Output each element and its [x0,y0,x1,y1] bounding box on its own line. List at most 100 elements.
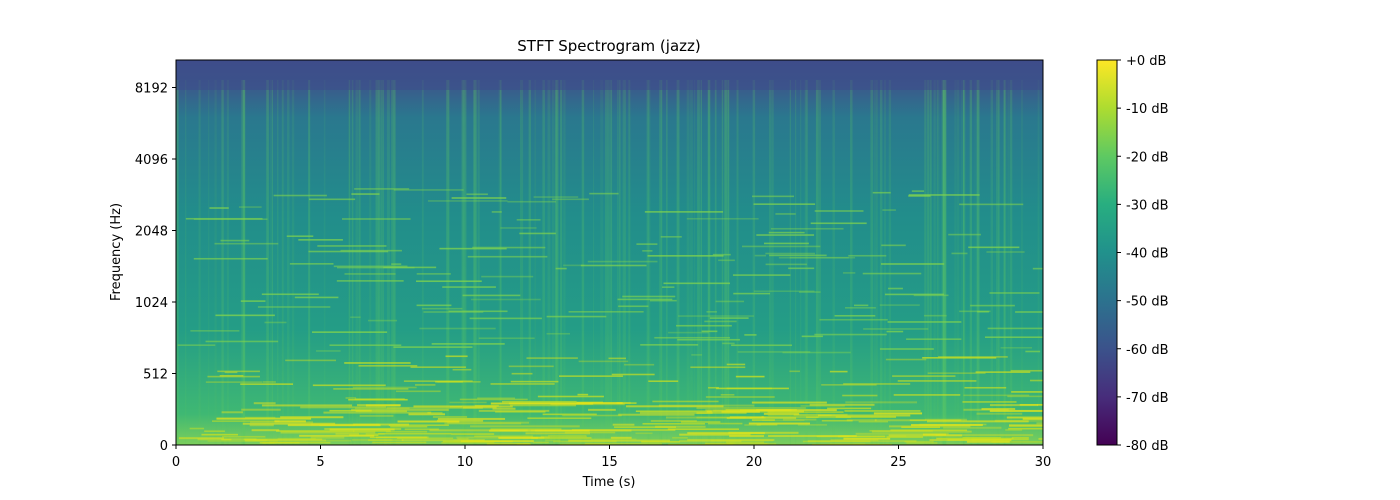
harmonic-band [190,330,240,332]
harmonic-band [798,291,821,293]
harmonic-band [667,428,739,431]
harmonic-band [707,422,743,425]
harmonic-band [668,443,733,445]
harmonic-band [691,354,703,356]
bass-energy [989,404,1039,407]
harmonic-band [888,287,903,290]
harmonic-band [245,416,276,419]
harmonic-band [555,267,567,270]
harmonic-band [452,368,472,371]
bass-energy [665,416,746,419]
onset-streak [724,80,728,445]
harmonic-band [546,332,571,335]
onset-streak [610,80,613,445]
harmonic-band [726,363,746,366]
harmonic-band [221,438,232,441]
harmonic-band [869,429,933,432]
bass-energy [1008,424,1043,427]
harmonic-band [209,207,229,209]
harmonic-band [644,211,724,213]
bass-energy [843,437,891,440]
harmonic-band [642,250,653,252]
harmonic-band [834,314,876,317]
bass-energy [280,416,344,419]
onset-streak [1021,80,1023,445]
harmonic-band [355,410,408,412]
harmonic-band [222,435,266,438]
harmonic-band [842,394,878,397]
onset-streak [375,80,379,445]
bass-energy [658,404,755,407]
harmonic-band [351,193,380,195]
onset-streak [700,80,702,445]
onset-streak [661,80,663,445]
onset-streak [974,80,976,445]
onset-streak [879,80,883,445]
harmonic-band [205,340,279,343]
onset-streak [605,80,608,445]
harmonic-band [614,426,677,428]
harmonic-band [403,380,473,382]
harmonic-band [715,300,745,303]
harmonic-band [457,438,469,440]
harmonic-band [491,211,502,213]
harmonic-band [286,235,314,238]
harmonic-band [548,435,587,437]
harmonic-band [948,233,981,236]
onset-streak [933,80,936,445]
onset-streak [521,80,524,445]
onset-streak [477,80,480,445]
harmonic-band [559,443,611,445]
harmonic-band [690,366,746,369]
bass-energy [967,440,1010,443]
harmonic-band [797,424,828,426]
harmonic-band [696,412,747,414]
harmonic-band [469,317,542,320]
onset-streak [355,80,359,445]
harmonic-band [527,417,592,420]
onset-streak [818,80,821,445]
onset-streak [888,80,892,445]
harmonic-band [640,344,699,346]
harmonic-band [345,397,357,399]
harmonic-band [706,311,717,313]
onset-streak [391,80,394,445]
harmonic-band [336,266,415,269]
harmonic-band [189,427,205,430]
bass-energy [280,431,376,434]
harmonic-band [622,295,676,298]
harmonic-band [442,286,496,288]
onset-streak [789,80,791,445]
bass-energy [817,414,911,417]
bass-energy [756,409,837,412]
onset-streak [1007,80,1010,445]
onset-streak [617,80,619,445]
onset-streak [969,80,973,445]
harmonic-band [984,336,1043,339]
bass-energy [335,432,359,435]
harmonic-band [329,344,402,347]
harmonic-band [881,244,906,247]
harmonic-band [924,314,947,317]
onset-streak [927,80,930,445]
harmonic-band [261,293,319,296]
bass-energy [706,410,804,413]
harmonic-band [843,383,911,385]
harmonic-band [348,398,408,401]
harmonic-band [704,320,737,323]
bass-energy [763,412,800,415]
harmonic-band [855,443,880,445]
harmonic-band [205,381,263,383]
harmonic-band [519,232,556,235]
harmonic-band [481,275,534,278]
harmonic-band [385,430,428,433]
harmonic-band [308,250,389,253]
bass-energy [253,402,276,405]
harmonic-band [354,188,410,190]
bass-energy [462,406,497,409]
harmonic-band [344,273,396,275]
onset-streak [581,80,585,445]
harmonic-band [959,310,991,313]
harmonic-band [462,294,521,297]
